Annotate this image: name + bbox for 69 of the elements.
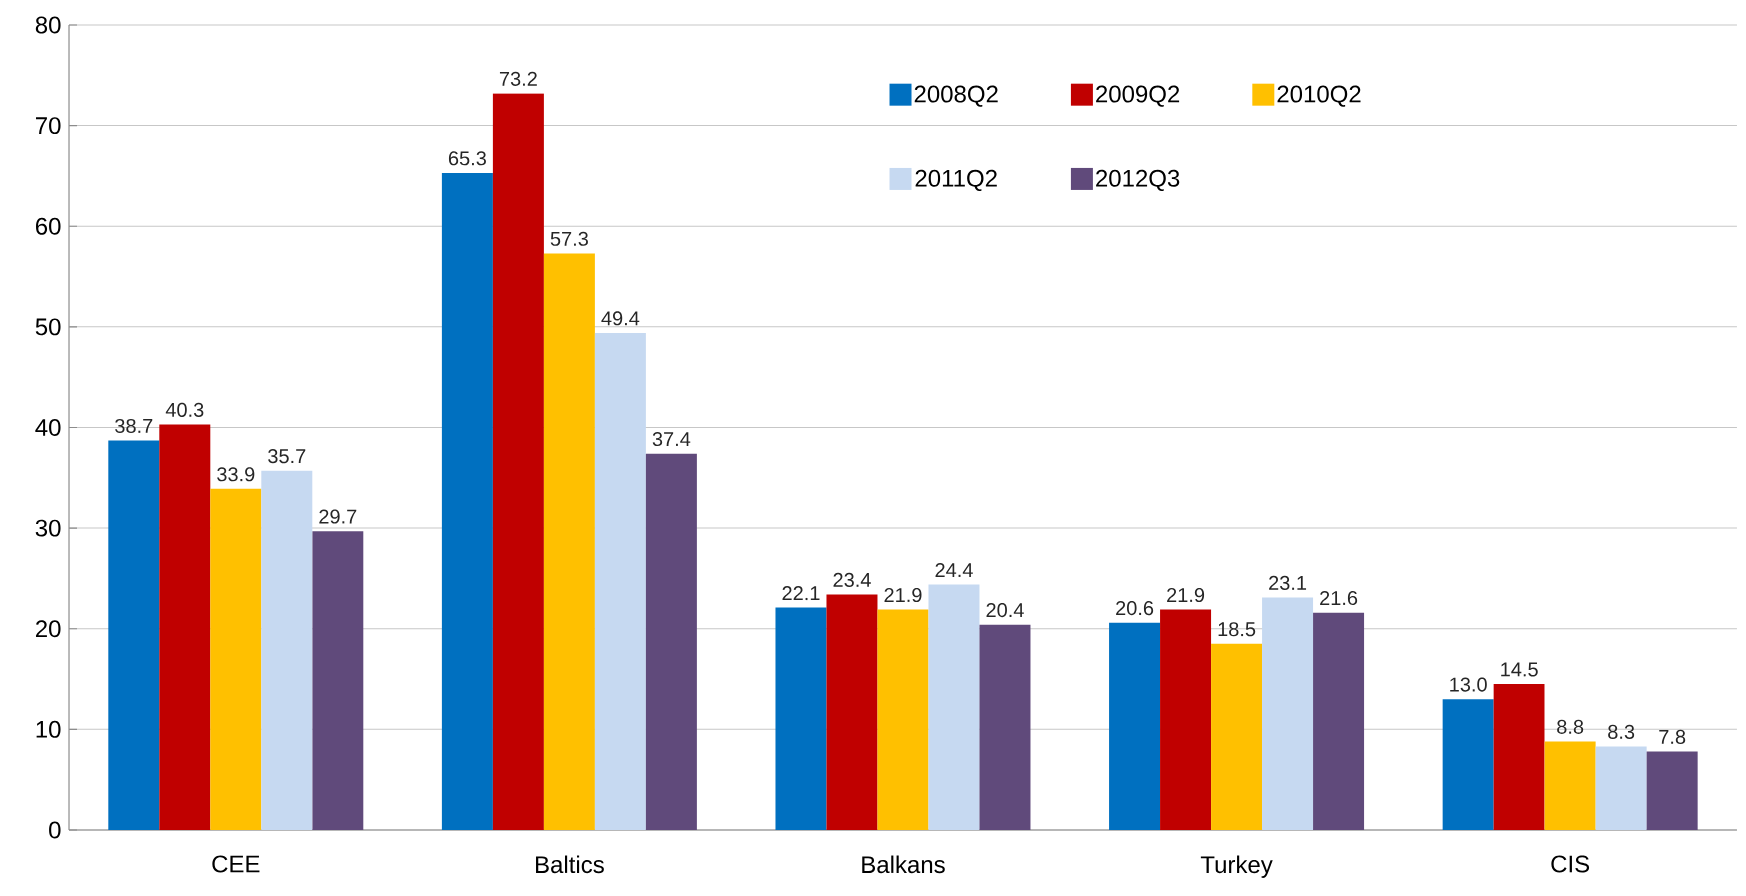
bar — [645, 453, 697, 830]
data-label: 35.7 — [268, 449, 306, 464]
data-label: 20.6 — [1116, 601, 1154, 616]
bar — [312, 531, 364, 830]
y-tick-label: 70 — [36, 117, 61, 135]
data-label: 21.9 — [1167, 587, 1205, 603]
y-tick-label: 60 — [36, 217, 61, 235]
data-label: 13.0 — [1450, 677, 1487, 692]
data-label: 23.1 — [1269, 575, 1307, 590]
bar — [492, 93, 544, 830]
y-tick-label: 50 — [35, 318, 61, 336]
data-label: 57.3 — [550, 231, 588, 246]
bar — [1595, 746, 1647, 830]
bar — [1262, 597, 1314, 830]
x-tick-label: Baltics — [536, 855, 604, 874]
bar — [1442, 699, 1494, 830]
data-label: 22.1 — [782, 586, 820, 601]
bar — [159, 424, 211, 830]
bar — [1313, 612, 1365, 830]
data-label: 40.3 — [165, 402, 204, 417]
bar — [877, 609, 929, 830]
bar — [1493, 684, 1545, 830]
y-tick-label: 0 — [49, 821, 61, 839]
legend-label: 2011Q2 — [915, 169, 997, 192]
legend-label: 2010Q2 — [1277, 85, 1361, 107]
bar — [1211, 643, 1263, 830]
x-tick-label: Balkans — [862, 855, 945, 874]
x-tick-label: CIS — [1551, 855, 1590, 873]
data-label: 33.9 — [217, 467, 255, 482]
y-tick-label: 20 — [35, 620, 61, 638]
data-label: 20.4 — [986, 603, 1024, 618]
x-tick-label: CEE — [212, 855, 260, 873]
bar — [928, 584, 980, 830]
data-label: 8.3 — [1608, 724, 1635, 739]
data-label: 65.3 — [448, 151, 486, 166]
bar — [826, 594, 878, 830]
data-label: 21.9 — [884, 587, 922, 603]
x-tick-label: Turkey — [1200, 855, 1273, 878]
data-label: 73.2 — [499, 71, 537, 86]
data-label: 14.5 — [1501, 662, 1538, 677]
data-label: 38.7 — [115, 418, 153, 434]
legend-label: 2008Q2 — [914, 85, 998, 107]
data-label: 8.8 — [1557, 719, 1584, 734]
y-tick-label: 30 — [35, 519, 61, 537]
bar — [441, 172, 493, 830]
data-label: 7.8 — [1659, 729, 1686, 744]
bar — [1544, 741, 1596, 830]
bar — [108, 440, 160, 830]
bar — [775, 607, 827, 830]
data-label: 21.6 — [1320, 590, 1358, 606]
legend-label: 2009Q2 — [1096, 85, 1180, 107]
legend-label: 2012Q3 — [1096, 169, 1180, 192]
bar — [1109, 622, 1161, 830]
data-label: 29.7 — [319, 509, 357, 524]
data-label: 37.4 — [652, 431, 691, 447]
data-label: 49.4 — [601, 311, 640, 326]
bar — [1160, 609, 1212, 830]
bar — [979, 624, 1031, 830]
data-label: 18.5 — [1218, 622, 1256, 637]
bar — [594, 332, 646, 830]
bar — [210, 488, 262, 830]
y-tick-label: 80 — [35, 16, 61, 34]
bar — [1646, 751, 1698, 830]
bar — [261, 470, 313, 830]
data-label: 24.4 — [935, 562, 973, 577]
y-tick-label: 40 — [35, 419, 61, 436]
data-label: 23.4 — [833, 572, 871, 587]
bar — [543, 253, 595, 830]
y-tick-label: 10 — [36, 720, 61, 738]
